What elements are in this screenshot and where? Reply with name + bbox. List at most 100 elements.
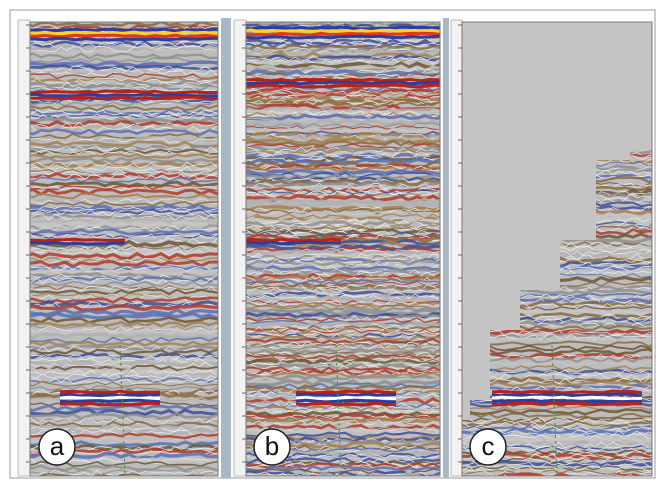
reflector xyxy=(246,178,440,187)
reflector xyxy=(30,64,218,72)
reflector xyxy=(30,344,218,352)
reflector xyxy=(246,233,440,241)
strong-reflector xyxy=(246,28,440,34)
contour xyxy=(246,229,440,237)
reflector xyxy=(246,228,440,236)
depth-axis xyxy=(17,19,31,477)
reflector xyxy=(462,336,652,343)
reflector xyxy=(246,306,440,313)
reflector xyxy=(30,304,218,312)
reflector xyxy=(246,472,440,476)
reflector xyxy=(246,265,440,272)
section-border xyxy=(245,21,441,477)
divider xyxy=(443,18,449,478)
strong-reflector xyxy=(491,398,643,404)
reflector xyxy=(30,336,218,344)
reflector xyxy=(30,153,218,159)
contour xyxy=(246,419,440,427)
contour xyxy=(246,316,440,323)
reflector xyxy=(30,104,218,112)
reflector xyxy=(462,344,652,352)
reflector xyxy=(30,332,218,340)
reflector xyxy=(30,96,218,104)
reflector xyxy=(30,232,218,240)
reflector xyxy=(246,93,440,101)
strong-reflector xyxy=(491,395,643,401)
reflector xyxy=(246,160,440,169)
contour xyxy=(30,377,218,384)
strong-reflector xyxy=(491,392,643,398)
contour xyxy=(246,362,440,369)
seismic-sections xyxy=(17,18,653,478)
reflector xyxy=(30,188,218,196)
contour xyxy=(30,150,218,157)
contour xyxy=(246,110,440,117)
reflector xyxy=(30,352,218,360)
strong-reflector xyxy=(59,389,160,395)
reflector xyxy=(30,288,218,296)
reflector xyxy=(246,280,440,287)
reflector xyxy=(246,274,440,283)
contour xyxy=(462,373,652,381)
contour xyxy=(30,417,218,425)
section xyxy=(462,22,652,476)
reflector xyxy=(246,321,440,330)
contour xyxy=(30,77,218,84)
contour xyxy=(462,377,652,385)
well-path xyxy=(335,344,342,476)
reflector xyxy=(462,412,652,420)
contour xyxy=(462,422,652,429)
reflector xyxy=(30,44,218,52)
reflector xyxy=(246,137,440,146)
strong-reflector xyxy=(30,89,218,95)
reflector xyxy=(30,49,218,55)
reflector xyxy=(30,280,218,288)
panel-label: c xyxy=(482,431,495,461)
reflector xyxy=(30,132,218,140)
contour xyxy=(30,345,218,353)
panel-label: a xyxy=(50,431,65,461)
strong-reflector xyxy=(246,31,440,37)
masked-area xyxy=(462,22,652,420)
reflector xyxy=(246,168,440,177)
reflector xyxy=(30,184,218,192)
reflector xyxy=(30,196,218,204)
reflector xyxy=(246,204,440,213)
strong-reflector xyxy=(59,392,161,398)
reflector xyxy=(30,296,218,304)
reflector xyxy=(30,412,218,420)
reflector xyxy=(246,41,440,48)
reflector xyxy=(462,420,652,428)
contour xyxy=(30,113,218,121)
reflector xyxy=(246,186,440,195)
contour xyxy=(30,161,218,169)
reflector xyxy=(30,367,218,376)
reflector xyxy=(30,356,218,364)
reflector xyxy=(30,316,218,324)
reflector xyxy=(30,219,218,228)
strong-reflector xyxy=(30,95,218,101)
strong-reflector xyxy=(295,392,397,398)
reflector xyxy=(30,40,218,48)
panel-labels: a b c xyxy=(38,428,507,466)
reflector xyxy=(30,420,218,428)
strong-reflector xyxy=(295,389,397,395)
reflector xyxy=(246,44,440,51)
reflector xyxy=(246,464,440,473)
reflector xyxy=(246,246,440,254)
reflector xyxy=(246,118,440,127)
reflector xyxy=(246,347,440,356)
reflector xyxy=(30,60,218,68)
reflector xyxy=(246,415,440,423)
contour xyxy=(30,469,218,476)
contour xyxy=(462,417,652,425)
strong-reflector xyxy=(30,27,218,33)
section-border xyxy=(29,21,219,477)
contour xyxy=(30,354,218,361)
label-circle xyxy=(38,428,76,466)
contour xyxy=(462,329,652,337)
reflector xyxy=(246,98,440,107)
reflector xyxy=(246,248,440,257)
reflector xyxy=(30,408,218,417)
